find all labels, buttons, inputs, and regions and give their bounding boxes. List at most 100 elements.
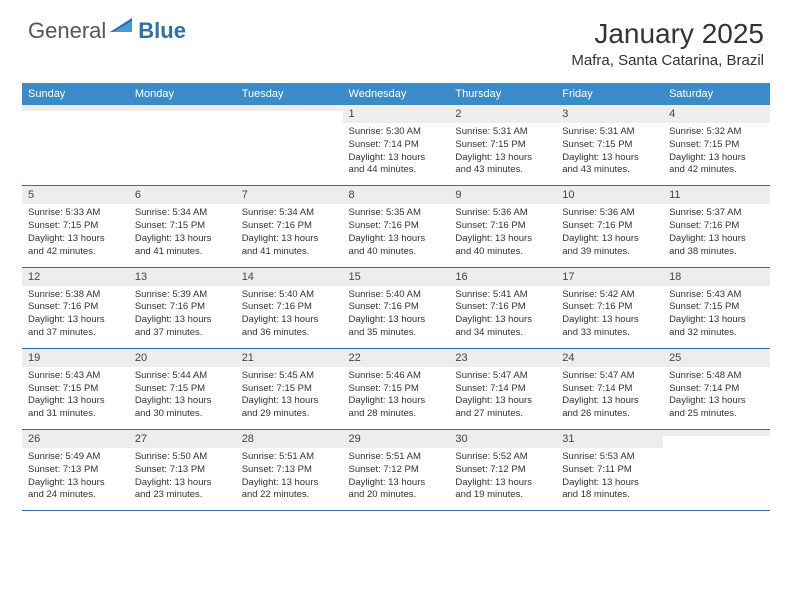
- day-number: 23: [449, 349, 556, 367]
- calendar-week-row: 1Sunrise: 5:30 AMSunset: 7:14 PMDaylight…: [22, 105, 770, 186]
- day-number: 18: [663, 268, 770, 286]
- day-number: 10: [556, 186, 663, 204]
- day-content: Sunrise: 5:39 AMSunset: 7:16 PMDaylight:…: [129, 286, 236, 348]
- weekday-header: Tuesday: [236, 83, 343, 105]
- calendar-day-cell: 12Sunrise: 5:38 AMSunset: 7:16 PMDayligh…: [22, 267, 129, 348]
- day-number: 6: [129, 186, 236, 204]
- day-number: 2: [449, 105, 556, 123]
- logo-text-general: General: [28, 18, 106, 44]
- day-content: Sunrise: 5:34 AMSunset: 7:16 PMDaylight:…: [236, 204, 343, 266]
- logo-text-blue: Blue: [138, 18, 186, 44]
- logo: General Blue: [28, 18, 186, 44]
- day-content: Sunrise: 5:36 AMSunset: 7:16 PMDaylight:…: [556, 204, 663, 266]
- day-content: Sunrise: 5:33 AMSunset: 7:15 PMDaylight:…: [22, 204, 129, 266]
- day-number: 4: [663, 105, 770, 123]
- calendar-day-cell: 20Sunrise: 5:44 AMSunset: 7:15 PMDayligh…: [129, 348, 236, 429]
- day-content: [22, 111, 129, 169]
- day-number: 13: [129, 268, 236, 286]
- weekday-header: Sunday: [22, 83, 129, 105]
- day-number: 17: [556, 268, 663, 286]
- calendar-day-cell: 28Sunrise: 5:51 AMSunset: 7:13 PMDayligh…: [236, 430, 343, 511]
- calendar-week-row: 19Sunrise: 5:43 AMSunset: 7:15 PMDayligh…: [22, 348, 770, 429]
- calendar-day-cell: 7Sunrise: 5:34 AMSunset: 7:16 PMDaylight…: [236, 186, 343, 267]
- day-number: 22: [343, 349, 450, 367]
- calendar-day-cell: 5Sunrise: 5:33 AMSunset: 7:15 PMDaylight…: [22, 186, 129, 267]
- calendar-day-cell: 8Sunrise: 5:35 AMSunset: 7:16 PMDaylight…: [343, 186, 450, 267]
- day-content: Sunrise: 5:50 AMSunset: 7:13 PMDaylight:…: [129, 448, 236, 510]
- location-text: Mafra, Santa Catarina, Brazil: [571, 52, 764, 69]
- day-content: Sunrise: 5:47 AMSunset: 7:14 PMDaylight:…: [449, 367, 556, 429]
- day-number: 1: [343, 105, 450, 123]
- day-number: 29: [343, 430, 450, 448]
- calendar-day-cell: 15Sunrise: 5:40 AMSunset: 7:16 PMDayligh…: [343, 267, 450, 348]
- day-number: 19: [22, 349, 129, 367]
- day-content: Sunrise: 5:31 AMSunset: 7:15 PMDaylight:…: [556, 123, 663, 185]
- calendar-week-row: 5Sunrise: 5:33 AMSunset: 7:15 PMDaylight…: [22, 186, 770, 267]
- day-number: 25: [663, 349, 770, 367]
- day-content: Sunrise: 5:30 AMSunset: 7:14 PMDaylight:…: [343, 123, 450, 185]
- day-content: Sunrise: 5:49 AMSunset: 7:13 PMDaylight:…: [22, 448, 129, 510]
- day-number: 14: [236, 268, 343, 286]
- day-content: Sunrise: 5:32 AMSunset: 7:15 PMDaylight:…: [663, 123, 770, 185]
- calendar-day-cell: 3Sunrise: 5:31 AMSunset: 7:15 PMDaylight…: [556, 105, 663, 186]
- calendar-day-cell: 11Sunrise: 5:37 AMSunset: 7:16 PMDayligh…: [663, 186, 770, 267]
- day-content: Sunrise: 5:47 AMSunset: 7:14 PMDaylight:…: [556, 367, 663, 429]
- day-number: 5: [22, 186, 129, 204]
- day-number: 26: [22, 430, 129, 448]
- calendar-day-cell: 31Sunrise: 5:53 AMSunset: 7:11 PMDayligh…: [556, 430, 663, 511]
- day-number: 12: [22, 268, 129, 286]
- calendar-day-cell: 16Sunrise: 5:41 AMSunset: 7:16 PMDayligh…: [449, 267, 556, 348]
- day-content: Sunrise: 5:43 AMSunset: 7:15 PMDaylight:…: [22, 367, 129, 429]
- day-number: 8: [343, 186, 450, 204]
- calendar-day-cell: 4Sunrise: 5:32 AMSunset: 7:15 PMDaylight…: [663, 105, 770, 186]
- page-title: January 2025: [571, 18, 764, 50]
- day-content: Sunrise: 5:53 AMSunset: 7:11 PMDaylight:…: [556, 448, 663, 510]
- day-content: Sunrise: 5:40 AMSunset: 7:16 PMDaylight:…: [236, 286, 343, 348]
- weekday-header: Monday: [129, 83, 236, 105]
- calendar-day-cell: [129, 105, 236, 186]
- day-content: Sunrise: 5:31 AMSunset: 7:15 PMDaylight:…: [449, 123, 556, 185]
- day-content: Sunrise: 5:45 AMSunset: 7:15 PMDaylight:…: [236, 367, 343, 429]
- calendar-day-cell: 14Sunrise: 5:40 AMSunset: 7:16 PMDayligh…: [236, 267, 343, 348]
- day-number: 30: [449, 430, 556, 448]
- calendar-day-cell: 30Sunrise: 5:52 AMSunset: 7:12 PMDayligh…: [449, 430, 556, 511]
- day-number: 27: [129, 430, 236, 448]
- calendar-week-row: 26Sunrise: 5:49 AMSunset: 7:13 PMDayligh…: [22, 430, 770, 511]
- day-number: 16: [449, 268, 556, 286]
- calendar-day-cell: 18Sunrise: 5:43 AMSunset: 7:15 PMDayligh…: [663, 267, 770, 348]
- day-content: Sunrise: 5:44 AMSunset: 7:15 PMDaylight:…: [129, 367, 236, 429]
- day-number: 3: [556, 105, 663, 123]
- weekday-header-row: Sunday Monday Tuesday Wednesday Thursday…: [22, 83, 770, 105]
- calendar-day-cell: 17Sunrise: 5:42 AMSunset: 7:16 PMDayligh…: [556, 267, 663, 348]
- day-number: 9: [449, 186, 556, 204]
- day-number: 7: [236, 186, 343, 204]
- day-content: Sunrise: 5:34 AMSunset: 7:15 PMDaylight:…: [129, 204, 236, 266]
- day-number: 28: [236, 430, 343, 448]
- day-number: 11: [663, 186, 770, 204]
- calendar-day-cell: 29Sunrise: 5:51 AMSunset: 7:12 PMDayligh…: [343, 430, 450, 511]
- day-content: Sunrise: 5:35 AMSunset: 7:16 PMDaylight:…: [343, 204, 450, 266]
- calendar-day-cell: 10Sunrise: 5:36 AMSunset: 7:16 PMDayligh…: [556, 186, 663, 267]
- day-content: Sunrise: 5:40 AMSunset: 7:16 PMDaylight:…: [343, 286, 450, 348]
- calendar-day-cell: 26Sunrise: 5:49 AMSunset: 7:13 PMDayligh…: [22, 430, 129, 511]
- day-content: Sunrise: 5:52 AMSunset: 7:12 PMDaylight:…: [449, 448, 556, 510]
- day-content: Sunrise: 5:51 AMSunset: 7:13 PMDaylight:…: [236, 448, 343, 510]
- calendar-day-cell: 21Sunrise: 5:45 AMSunset: 7:15 PMDayligh…: [236, 348, 343, 429]
- day-content: Sunrise: 5:43 AMSunset: 7:15 PMDaylight:…: [663, 286, 770, 348]
- calendar-day-cell: 9Sunrise: 5:36 AMSunset: 7:16 PMDaylight…: [449, 186, 556, 267]
- weekday-header: Wednesday: [343, 83, 450, 105]
- weekday-header: Thursday: [449, 83, 556, 105]
- triangle-icon: [110, 16, 136, 39]
- calendar-day-cell: 24Sunrise: 5:47 AMSunset: 7:14 PMDayligh…: [556, 348, 663, 429]
- day-content: Sunrise: 5:48 AMSunset: 7:14 PMDaylight:…: [663, 367, 770, 429]
- calendar-week-row: 12Sunrise: 5:38 AMSunset: 7:16 PMDayligh…: [22, 267, 770, 348]
- day-content: [129, 111, 236, 169]
- day-content: [663, 436, 770, 494]
- day-number: 20: [129, 349, 236, 367]
- calendar-day-cell: 6Sunrise: 5:34 AMSunset: 7:15 PMDaylight…: [129, 186, 236, 267]
- calendar-day-cell: 23Sunrise: 5:47 AMSunset: 7:14 PMDayligh…: [449, 348, 556, 429]
- calendar-day-cell: [236, 105, 343, 186]
- day-content: Sunrise: 5:36 AMSunset: 7:16 PMDaylight:…: [449, 204, 556, 266]
- day-number: 15: [343, 268, 450, 286]
- day-content: Sunrise: 5:46 AMSunset: 7:15 PMDaylight:…: [343, 367, 450, 429]
